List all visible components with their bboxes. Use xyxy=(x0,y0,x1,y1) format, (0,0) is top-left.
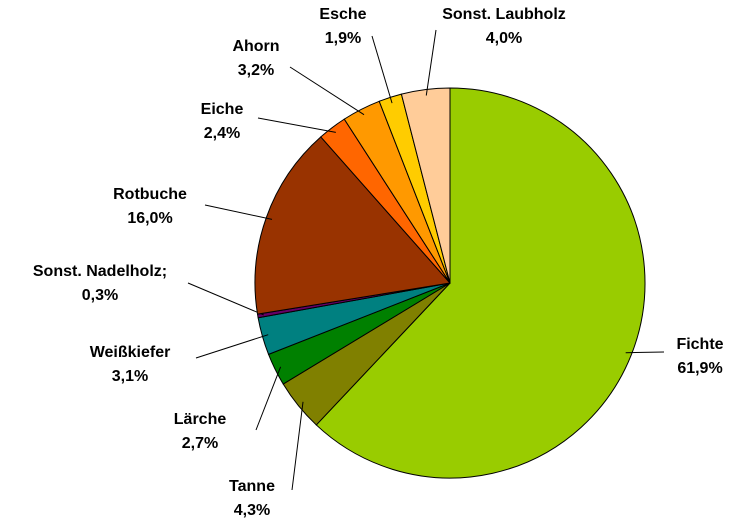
pie-slice xyxy=(400,87,451,284)
leader-line xyxy=(371,35,393,104)
pie-slice xyxy=(254,136,451,315)
slice-value-label: 61,9% xyxy=(677,360,722,377)
slice-label: Weißkiefer xyxy=(90,344,171,361)
slice-value-label: 3,2% xyxy=(238,62,274,79)
slice-value-label: 16,0% xyxy=(127,210,172,227)
leader-line xyxy=(195,334,269,359)
slice-label: Esche xyxy=(319,6,366,23)
leader-line xyxy=(257,117,336,133)
leader-line xyxy=(625,351,665,354)
leader-line xyxy=(425,29,437,96)
leader-line xyxy=(204,204,273,220)
slice-label: Eiche xyxy=(201,101,244,118)
slice-value-label: 1,9% xyxy=(325,30,361,47)
pie-slice xyxy=(315,87,646,479)
slice-value-label: 4,3% xyxy=(234,502,270,519)
leader-line xyxy=(291,401,304,491)
leader-line xyxy=(255,366,282,431)
leader-line xyxy=(289,66,365,116)
slice-label: Lärche xyxy=(174,411,227,428)
slice-label: Rotbuche xyxy=(113,186,187,203)
slice-label: Fichte xyxy=(676,336,723,353)
slice-value-label: 4,0% xyxy=(486,30,522,47)
slice-label: Ahorn xyxy=(232,38,279,55)
slice-value-label: 2,7% xyxy=(182,435,218,452)
slice-label: Sonst. Nadelholz; xyxy=(33,263,167,280)
slice-value-label: 2,4% xyxy=(204,125,240,142)
slice-value-label: 3,1% xyxy=(112,368,148,385)
leader-line xyxy=(187,282,264,316)
slice-value-label: 0,3% xyxy=(82,287,118,304)
slice-label: Sonst. Laubholz xyxy=(442,6,566,23)
slice-label: Tanne xyxy=(229,478,275,495)
